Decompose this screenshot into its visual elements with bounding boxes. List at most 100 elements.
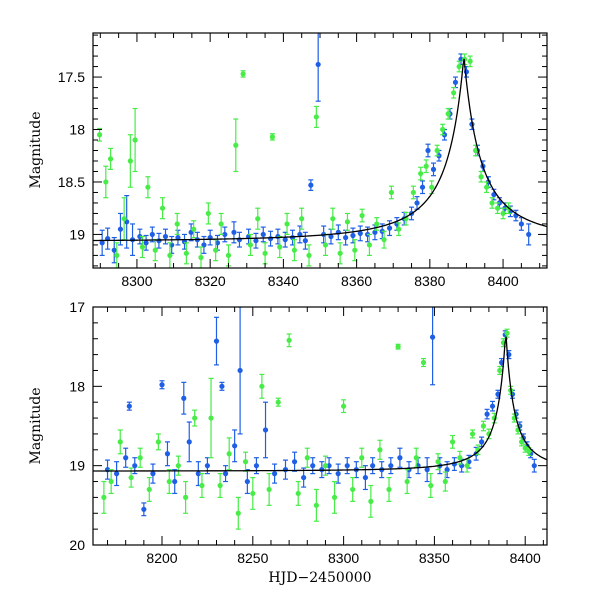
bottom-point-series-1 — [114, 471, 120, 477]
bottom-point-series-2 — [435, 459, 441, 465]
top-point-series-2 — [183, 250, 189, 256]
top-point-series-1 — [357, 230, 363, 236]
top-point-series-1 — [137, 233, 143, 240]
bottom-point-series-2 — [235, 510, 241, 516]
top-point-series-2 — [233, 142, 239, 148]
bottom-point-series-2 — [377, 447, 383, 453]
bottom-point-series-1 — [397, 455, 403, 461]
bottom-point-series-1 — [186, 439, 192, 445]
top-point-series-2 — [218, 221, 224, 227]
top-point-series-1 — [372, 229, 378, 235]
top-point-series-2 — [240, 71, 246, 77]
bottom-point-series-2 — [250, 490, 256, 497]
bottom-point-series-2 — [457, 455, 463, 461]
top-point-series-1 — [117, 226, 124, 232]
top-point-series-2 — [483, 184, 490, 190]
top-point-series-2 — [269, 134, 276, 140]
top-point-series-2 — [191, 226, 197, 232]
top-panel: 8300 8320 8340 8360 8380 8400 17.5 18 18.5 19 Mag… — [28, 32, 548, 289]
top-point-series-2 — [103, 179, 109, 185]
top-point-series-2 — [167, 252, 173, 259]
top-plot-frame — [92, 32, 548, 269]
bottom-point-series-2 — [331, 494, 338, 500]
top-point-series-1 — [430, 166, 437, 172]
bottom-point-series-1 — [123, 455, 129, 461]
top-point-series-2 — [198, 254, 204, 261]
bottom-point-series-2 — [322, 463, 329, 469]
top-point-series-2 — [277, 244, 283, 250]
bottom-point-series-1 — [237, 367, 243, 374]
bottom-point-series-2 — [155, 439, 161, 445]
top-point-series-2 — [132, 137, 138, 143]
top-point-series-2 — [291, 247, 297, 253]
bottom-point-series-1 — [424, 467, 430, 473]
top-point-series-2 — [366, 242, 373, 248]
top-point-series-1 — [419, 184, 426, 190]
top-point-series-2 — [225, 252, 232, 259]
bottom-x-tick-label: 8400 — [510, 550, 541, 566]
bottom-y-tick-label: 18 — [69, 378, 85, 394]
top-y-axis-title: Magnitude — [28, 111, 44, 188]
top-point-series-1 — [162, 233, 169, 240]
top-point-series-2 — [114, 252, 120, 259]
top-point-series-1 — [414, 200, 420, 206]
bottom-point-series-1 — [219, 383, 225, 389]
bottom-point-series-1 — [132, 463, 138, 469]
top-point-series-1 — [315, 61, 321, 68]
bottom-point-series-1 — [164, 451, 171, 457]
top-point-series-2 — [473, 147, 479, 154]
top-point-series-2 — [127, 158, 133, 164]
bottom-point-series-1 — [344, 463, 350, 469]
top-point-series-2 — [467, 58, 473, 64]
top-point-series-2 — [262, 250, 268, 256]
bottom-point-series-1 — [484, 411, 490, 417]
top-point-series-2 — [451, 90, 457, 96]
top-point-series-1 — [452, 79, 459, 85]
top-x-tick-label: 8300 — [121, 273, 152, 289]
bottom-point-series-1 — [272, 471, 278, 477]
top-point-series-2 — [359, 212, 365, 219]
top-point-series-2 — [494, 205, 501, 211]
bottom-x-tick-label: 8250 — [237, 550, 268, 566]
bottom-point-series-1 — [253, 463, 260, 469]
top-point-series-1 — [282, 237, 288, 243]
bottom-y-tick-label: 20 — [69, 537, 85, 553]
bottom-y-tick-label: 19 — [69, 458, 85, 474]
top-point-series-1 — [175, 234, 181, 241]
bottom-model-curve — [93, 336, 547, 472]
top-point-series-1 — [302, 238, 308, 244]
bottom-point-series-2 — [359, 455, 365, 461]
bottom-point-series-1 — [126, 403, 132, 409]
bottom-x-tick-label: 8300 — [328, 550, 359, 566]
top-point-series-2 — [337, 250, 343, 256]
top-x-tick-label: 8360 — [341, 273, 372, 289]
bottom-point-series-2 — [518, 439, 525, 445]
bottom-point-series-1 — [204, 463, 211, 469]
bottom-point-series-2 — [464, 463, 470, 469]
bottom-point-series-1 — [479, 439, 485, 445]
top-x-tick-label: 8320 — [195, 273, 226, 289]
bottom-point-series-2 — [526, 448, 532, 454]
top-point-series-2 — [381, 237, 387, 243]
top-point-series-1 — [386, 225, 393, 231]
bottom-point-series-1 — [291, 459, 298, 465]
bottom-point-series-1 — [362, 474, 368, 481]
bottom-point-series-2 — [259, 383, 265, 389]
top-y-tick-label: 19 — [69, 226, 85, 242]
top-point-series-1 — [260, 231, 266, 238]
bottom-point-series-2 — [166, 478, 172, 485]
top-point-series-2 — [313, 114, 319, 120]
top-point-series-2 — [255, 216, 261, 222]
top-point-series-1 — [222, 231, 228, 238]
top-point-series-2 — [418, 170, 424, 177]
bottom-point-series-2 — [420, 359, 427, 366]
top-model-curve — [93, 58, 547, 242]
top-point-series-2 — [330, 216, 336, 222]
bottom-point-series-2 — [146, 486, 152, 493]
top-point-series-2 — [145, 184, 151, 190]
top-point-series-1 — [328, 233, 334, 240]
bottom-point-series-2 — [480, 423, 487, 429]
top-point-series-2 — [396, 226, 402, 232]
bottom-point-series-2 — [504, 330, 510, 336]
